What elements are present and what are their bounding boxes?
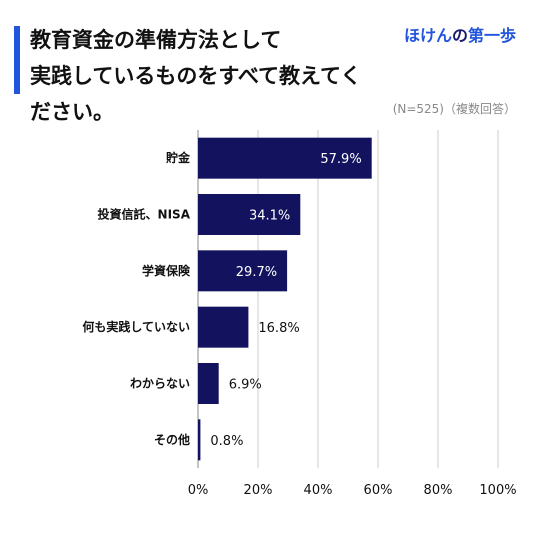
category-label: 貯金	[166, 150, 191, 165]
category-label: 何も実践していない	[82, 319, 190, 334]
brand-part-2: の	[451, 26, 468, 45]
bar	[198, 306, 249, 348]
sample-note: (N=525)（複数回答）	[392, 102, 516, 116]
brand-logo: ほけんの第一歩	[404, 22, 516, 46]
x-tick-label: 40%	[304, 483, 333, 498]
brand-part-1: ほけん	[403, 26, 452, 45]
category-label: その他	[154, 432, 190, 447]
bar	[198, 250, 288, 292]
x-tick-label: 60%	[364, 483, 393, 498]
data-label: 0.8%	[210, 434, 243, 449]
category-label: 投資信託、NISA	[98, 207, 191, 222]
bar	[198, 363, 219, 404]
chart-title: 教育資金の準備方法として 実践しているものをすべて教えてください。	[30, 28, 362, 124]
x-tick-label: 100%	[479, 483, 516, 498]
brand-part-3: 第一歩	[467, 26, 516, 45]
data-label: 29.7%	[236, 265, 277, 280]
bars: 57.9% 34.1% 29.7% 16.8% 6.9% 0.8%	[198, 137, 372, 461]
bar	[198, 194, 301, 235]
x-tick-labels: 0% 20% 40% 60% 80% 100%	[188, 483, 517, 498]
grid-lines	[197, 130, 499, 468]
data-label: 16.8%	[258, 321, 299, 336]
bar	[198, 137, 372, 179]
x-tick-label: 80%	[424, 483, 453, 498]
category-label: 学資保険	[142, 263, 191, 278]
data-label: 34.1%	[249, 209, 290, 224]
category-label: わからない	[130, 377, 190, 391]
bar	[198, 419, 201, 461]
x-tick-label: 0%	[188, 483, 209, 498]
title-accent-bar	[14, 26, 20, 94]
data-label: 6.9%	[229, 378, 262, 393]
x-tick-label: 20%	[244, 483, 273, 498]
data-label: 57.9%	[320, 152, 361, 167]
